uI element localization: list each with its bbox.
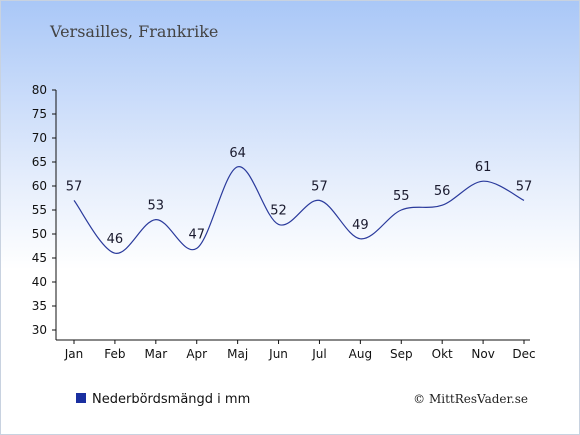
data-label-apr: 47: [188, 227, 205, 242]
data-label-jun: 52: [270, 203, 287, 218]
y-tick-label: 80: [32, 83, 47, 97]
data-label-sep: 55: [393, 189, 410, 204]
data-point-feb: [113, 252, 116, 255]
y-tick-label: 45: [32, 251, 47, 265]
data-point-maj: [236, 165, 239, 168]
data-label-jul: 57: [311, 179, 328, 194]
x-tick-label: Mar: [144, 347, 167, 361]
x-tick-label: Dec: [512, 347, 535, 361]
x-tick-label: Nov: [471, 347, 494, 361]
data-point-nov: [482, 180, 485, 183]
y-tick-label: 30: [32, 323, 47, 337]
data-label-jan: 57: [66, 179, 83, 194]
legend: Nederbördsmängd i mm: [76, 392, 250, 407]
data-label-feb: 46: [107, 232, 124, 247]
y-tick-label: 60: [32, 179, 47, 193]
x-tick-label: Jul: [311, 347, 326, 361]
y-tick-label: 55: [32, 203, 47, 217]
data-point-apr: [195, 247, 198, 250]
data-point-okt: [441, 204, 444, 207]
y-tick-label: 70: [32, 131, 47, 145]
data-point-jun: [277, 223, 280, 226]
data-label-dec: 57: [516, 179, 533, 194]
x-tick-label: Maj: [227, 347, 248, 361]
axes: 30 35 40 45 50 55 60 65 70 75 80 Jan Feb Mar Apr Maj Jun…: [32, 83, 536, 361]
legend-marker: [76, 393, 86, 403]
y-tick-label: 65: [32, 155, 47, 169]
x-tick-label: Feb: [104, 347, 125, 361]
data-point-jul: [318, 199, 321, 202]
legend-label: Nederbördsmängd i mm: [92, 392, 250, 407]
data-label-okt: 56: [434, 184, 451, 199]
data-point-aug: [359, 237, 362, 240]
y-tick-label: 40: [32, 275, 47, 289]
series-path: [73, 166, 525, 254]
x-tick-label: Jun: [268, 347, 288, 361]
x-tick-label: Jan: [64, 347, 84, 361]
data-point-jan: [73, 199, 76, 202]
x-tick-label: Apr: [186, 347, 207, 361]
data-point-sep: [400, 209, 403, 212]
data-label-maj: 64: [229, 146, 246, 161]
y-tick-label: 50: [32, 227, 47, 241]
data-label-aug: 49: [352, 218, 369, 233]
x-tick-label: Aug: [349, 347, 372, 361]
series-line: [73, 165, 526, 255]
x-tick-label: Okt: [432, 347, 453, 361]
chart-title: Versailles, Frankrike: [49, 22, 218, 41]
data-label-nov: 61: [475, 160, 492, 175]
data-point-mar: [154, 218, 157, 221]
data-point-dec: [523, 199, 526, 202]
x-tick-label: Sep: [390, 347, 413, 361]
data-labels: 57 46 53 47 64 52 57 49 55 56 61 57: [66, 146, 533, 247]
credit-text: © MittResVader.se: [413, 392, 528, 406]
y-tick-label: 75: [32, 107, 47, 121]
data-label-mar: 53: [148, 199, 165, 214]
y-tick-label: 35: [32, 299, 47, 313]
